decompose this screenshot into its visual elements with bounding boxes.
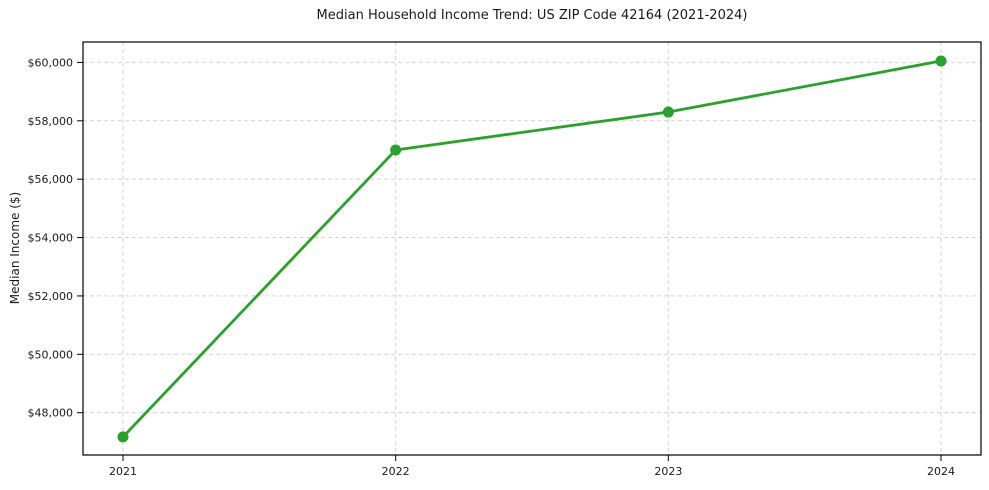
x-tick-label: 2023 [654, 465, 682, 478]
data-point-marker [117, 431, 129, 443]
data-point-marker [935, 55, 947, 67]
trend-line [121, 59, 943, 439]
chart-title: Median Household Income Trend: US ZIP Co… [316, 8, 748, 23]
y-tick-label: $60,000 [28, 56, 74, 69]
y-tick-label: $54,000 [28, 232, 74, 245]
y-tick-label: $52,000 [28, 290, 74, 303]
plot-frame [82, 41, 982, 456]
y-tick-label: $48,000 [28, 407, 74, 420]
y-tick-label: $50,000 [28, 348, 74, 361]
data-point-marker [662, 106, 674, 118]
y-tick-label: $56,000 [28, 173, 74, 186]
x-tick-label: 2024 [927, 465, 955, 478]
y-tick-label: $58,000 [28, 115, 74, 128]
x-tick-label: 2022 [382, 465, 410, 478]
data-point-marker [390, 144, 402, 156]
x-tick-label: 2021 [109, 465, 137, 478]
